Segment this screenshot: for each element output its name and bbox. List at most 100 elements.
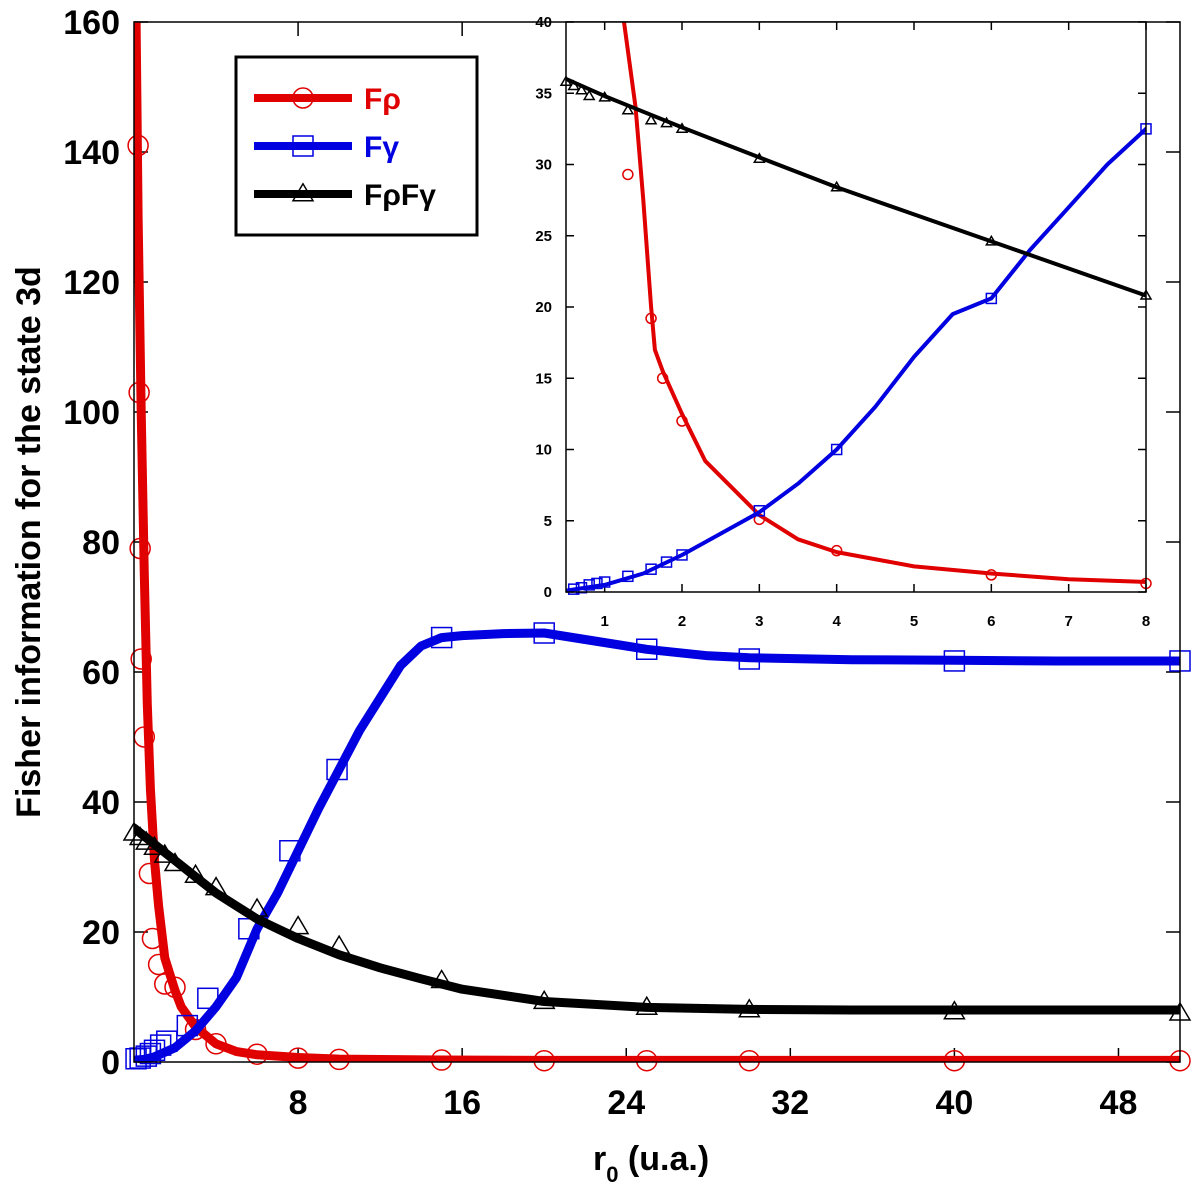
inset-xtick-label: 1 <box>600 613 608 630</box>
inset-point-triangle <box>753 152 766 163</box>
main-xtick-label: 24 <box>607 1084 645 1122</box>
main-point-triangle <box>128 826 152 846</box>
inset-point-square <box>985 292 998 305</box>
main-line-square <box>134 628 1180 1062</box>
inset-point-square <box>622 570 634 583</box>
inset-ytick-label: 0 <box>544 584 552 601</box>
main-point-square <box>197 987 219 1010</box>
inset-line-square <box>566 126 1146 592</box>
main-point-circle <box>128 381 150 404</box>
inset-point-triangle <box>985 234 998 246</box>
main-point-circle <box>738 1049 761 1072</box>
inset-point-triangle <box>830 180 843 192</box>
main-point-circle <box>246 1043 268 1065</box>
y-axis-title: Fisher information for the state 3d <box>10 266 48 818</box>
inset-point-square <box>660 556 673 568</box>
inset-point-circle <box>830 544 843 557</box>
inset-point-circle <box>645 312 657 325</box>
legend-label-triangle: FρFγ <box>364 179 436 212</box>
main-point-square <box>176 1014 199 1037</box>
main-point-circle <box>154 973 176 995</box>
legend-label-square: Fγ <box>364 131 399 164</box>
main-point-circle <box>205 1033 227 1055</box>
inset-ytick-label: 20 <box>535 299 552 316</box>
main-point-circle <box>164 976 186 998</box>
main-point-triangle <box>143 835 166 856</box>
main-ytick-label: 0 <box>101 1044 120 1082</box>
main-markers-circle <box>127 134 1191 1072</box>
main-point-triangle <box>184 863 207 883</box>
main-series-group <box>122 22 1192 1072</box>
main-point-circle <box>184 1018 207 1041</box>
inset-ytick-label: 40 <box>535 14 552 31</box>
main-point-triangle <box>943 1000 966 1020</box>
inset-point-triangle <box>598 90 611 102</box>
inset-series-circle <box>622 22 1146 584</box>
main-xtick-label: 8 <box>289 1084 308 1122</box>
inset-xtick-label: 8 <box>1142 613 1150 630</box>
main-point-square <box>326 758 348 781</box>
inset-point-circle <box>676 415 688 427</box>
inset-xtick-label: 4 <box>832 613 841 630</box>
x-axis-title-subscript: 0 <box>606 1162 618 1187</box>
inset-xtick-label: 5 <box>910 613 918 630</box>
inset-chart: 0 5 10 15 20 25 30 35 40 1 2 3 4 5 6 7 8 <box>535 14 1153 630</box>
inset-point-square <box>753 505 766 517</box>
legend-marker-square <box>292 135 314 157</box>
inset-point-triangle <box>621 103 635 115</box>
inset-ytick-label: 15 <box>535 370 552 387</box>
inset-point-triangle <box>675 122 689 134</box>
main-point-square <box>635 638 658 660</box>
main-point-square <box>533 622 555 644</box>
inset-markers-triangle <box>559 75 1153 300</box>
main-point-square <box>430 626 453 649</box>
x-axis-title-main: r <box>593 1140 606 1178</box>
main-point-triangle <box>327 934 351 954</box>
inset-tick-labels: 0 5 10 15 20 25 30 35 40 1 2 3 4 5 6 7 8 <box>535 14 1150 630</box>
inset-series-group <box>559 22 1153 595</box>
main-ytick-label: 60 <box>82 654 120 692</box>
inset-point-triangle <box>660 116 673 128</box>
main-line-triangle <box>134 823 1180 1015</box>
x-axis-title-suffix: (u.a.) <box>618 1140 709 1178</box>
main-series-square <box>134 628 1180 1062</box>
inset-point-square <box>676 549 688 561</box>
inset-ytick-label: 10 <box>535 442 552 459</box>
main-point-triangle <box>635 995 659 1015</box>
inset-point-square <box>567 583 580 595</box>
inset-ytick-label: 5 <box>544 513 552 530</box>
inset-point-square <box>830 443 843 456</box>
inset-point-square <box>645 563 657 575</box>
main-point-triangle <box>286 915 310 935</box>
inset-point-square <box>598 576 611 588</box>
inset-ytick-label: 25 <box>535 228 552 245</box>
inset-ytick-label: 30 <box>535 157 552 174</box>
legend-label-circle: Fρ <box>364 83 401 116</box>
main-markers-square <box>125 622 1191 1070</box>
inset-xtick-label: 6 <box>987 613 995 630</box>
main-point-triangle <box>532 989 556 1010</box>
main-ytick-label: 100 <box>63 394 120 432</box>
main-point-circle <box>129 537 151 560</box>
inset-line-triangle <box>566 77 1146 298</box>
main-point-circle <box>127 134 149 157</box>
main-point-square <box>156 1030 178 1052</box>
x-axis-title: r0 (u.a.) <box>593 1140 709 1187</box>
main-ytick-label: 80 <box>82 524 120 562</box>
inset-point-square <box>583 579 595 591</box>
main-point-square <box>143 1039 166 1062</box>
main-point-circle <box>130 648 152 670</box>
main-point-circle <box>147 953 170 976</box>
main-series-circle <box>134 22 1180 1062</box>
inset-point-triangle <box>644 113 658 125</box>
inset-point-circle <box>656 372 669 384</box>
main-point-triangle <box>737 998 761 1018</box>
main-series-triangle <box>134 823 1180 1015</box>
inset-ytick-label: 35 <box>535 85 552 102</box>
main-point-circle <box>138 862 161 885</box>
main-point-circle <box>635 1049 658 1072</box>
inset-series-square <box>566 126 1146 592</box>
main-point-circle <box>533 1049 555 1072</box>
